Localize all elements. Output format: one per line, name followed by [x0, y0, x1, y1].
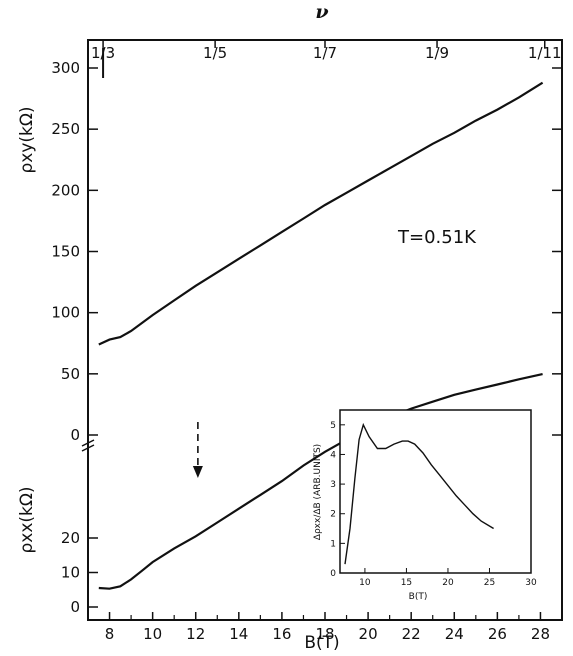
- inset-y-tick-label: 5: [330, 421, 336, 431]
- b-tick-label: 8: [105, 625, 115, 643]
- top-axis-ticks: 1/3 1/5 1/7 1/9 1/11: [91, 40, 562, 78]
- inset-y-tick-label: 3: [330, 480, 336, 490]
- inset-x-tick-label: 25: [484, 578, 495, 588]
- rhoxy-tick-label: 200: [51, 181, 80, 199]
- inset-x-tick-label: 30: [525, 578, 537, 588]
- inset-y-tick-label: 0: [330, 569, 336, 579]
- b-tick-label: 18: [315, 625, 334, 643]
- arrow-head: [192, 466, 203, 478]
- rhoxx-axis-ticks: 0 10 20: [61, 529, 98, 616]
- inset-x-tick-label: 20: [442, 578, 454, 588]
- b-tick-label: 10: [143, 625, 162, 643]
- top-axis-title: ν: [315, 1, 328, 23]
- b-tick-label: 26: [488, 625, 507, 643]
- inset-y-axis-label: Δρxx/ΔB (ARB.UNITS): [313, 444, 323, 540]
- inset-y-tick-label: 4: [330, 450, 336, 460]
- inset-x-tick-label: 10: [359, 578, 371, 588]
- b-tick-label: 22: [402, 625, 421, 643]
- b-axis-label: B(T): [304, 633, 339, 653]
- b-tick-label: 14: [229, 625, 248, 643]
- b-axis-ticks: 8 10 12 14 16 18 20 22 24 26 28: [105, 612, 563, 643]
- rhoxy-tick-label: 0: [70, 426, 80, 444]
- nu-tick-label: 1/5: [203, 44, 227, 62]
- b-tick-label: 12: [186, 625, 205, 643]
- inset-series-line: [344, 422, 494, 565]
- rhoxx-tick-label: 0: [70, 598, 80, 616]
- dashed-arrow-marker: [192, 422, 203, 478]
- inset-x-axis-label: B(T): [409, 592, 428, 602]
- rhoxx-tick-label: 20: [61, 529, 80, 547]
- inset-axis-ticks: 10 15 20 25 30 0 1 2 3 4 5: [330, 421, 537, 588]
- axis-break-marker: [81, 439, 95, 452]
- rhoxy-tick-label: 100: [51, 304, 80, 322]
- rhoxy-axis-ticks: 0 50 100 150 200 250 300: [51, 59, 562, 444]
- nu-tick-label: 1/9: [425, 44, 449, 62]
- inset-plot-frame: [339, 409, 532, 574]
- b-tick-label: 20: [359, 625, 378, 643]
- rhoxy-tick-label: 150: [51, 243, 80, 261]
- b-tick-label: 24: [445, 625, 464, 643]
- rhoxy-series-line: [98, 81, 544, 346]
- rhoxy-tick-label: 300: [51, 59, 80, 77]
- rhoxy-axis-label: ρxy(kΩ): [17, 106, 37, 173]
- nu-tick-label: 1/7: [313, 44, 337, 62]
- temperature-annotation: T=0.51K: [397, 227, 477, 248]
- inset-x-tick-label: 15: [401, 578, 412, 588]
- nu-tick-label: 1/11: [528, 44, 562, 62]
- rhoxy-tick-label: 250: [51, 120, 80, 138]
- rhoxy-tick-label: 50: [61, 365, 80, 383]
- b-tick-label: 28: [531, 625, 550, 643]
- inset-y-tick-label: 1: [330, 539, 336, 549]
- rhoxx-axis-label: ρxx(kΩ): [17, 486, 37, 553]
- rhoxx-tick-label: 10: [61, 564, 80, 582]
- rhoxx-series-line: [98, 373, 543, 590]
- inset-y-tick-label: 2: [330, 510, 336, 520]
- b-tick-label: 16: [272, 625, 291, 643]
